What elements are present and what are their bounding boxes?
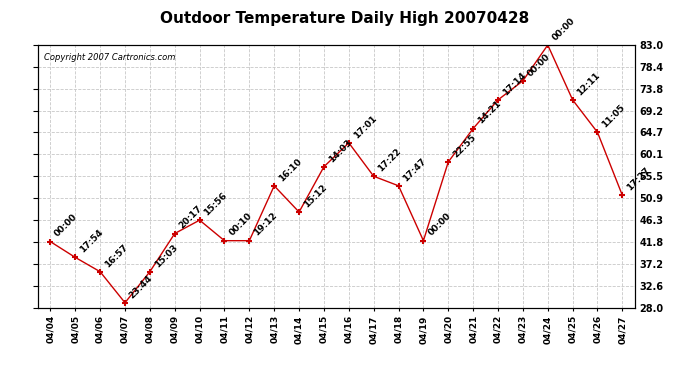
Text: 15:56: 15:56 (202, 191, 229, 217)
Text: 12:11: 12:11 (575, 70, 602, 97)
Text: 11:05: 11:05 (600, 103, 627, 130)
Text: 22:55: 22:55 (451, 132, 477, 159)
Text: 00:00: 00:00 (526, 52, 552, 78)
Text: 19:12: 19:12 (252, 211, 279, 238)
Text: 16:57: 16:57 (103, 242, 130, 269)
Text: 15:03: 15:03 (152, 242, 179, 269)
Text: 17:01: 17:01 (352, 114, 378, 140)
Text: 00:00: 00:00 (426, 211, 453, 238)
Text: 17:47: 17:47 (402, 156, 428, 183)
Text: 20:17: 20:17 (177, 204, 204, 231)
Text: 23:44: 23:44 (128, 273, 155, 300)
Text: 00:00: 00:00 (53, 213, 79, 239)
Text: 17:22: 17:22 (377, 147, 403, 174)
Text: 00:00: 00:00 (551, 16, 577, 42)
Text: 14:21: 14:21 (476, 99, 502, 126)
Text: Copyright 2007 Cartronics.com: Copyright 2007 Cartronics.com (44, 53, 175, 62)
Text: 00:10: 00:10 (227, 211, 254, 238)
Text: 17:27: 17:27 (625, 166, 652, 193)
Text: 17:54: 17:54 (78, 228, 105, 255)
Text: 14:03: 14:03 (327, 137, 353, 164)
Text: 16:10: 16:10 (277, 156, 304, 183)
Text: 17:14: 17:14 (501, 70, 528, 97)
Text: 15:12: 15:12 (302, 183, 328, 209)
Text: Outdoor Temperature Daily High 20070428: Outdoor Temperature Daily High 20070428 (160, 11, 530, 26)
